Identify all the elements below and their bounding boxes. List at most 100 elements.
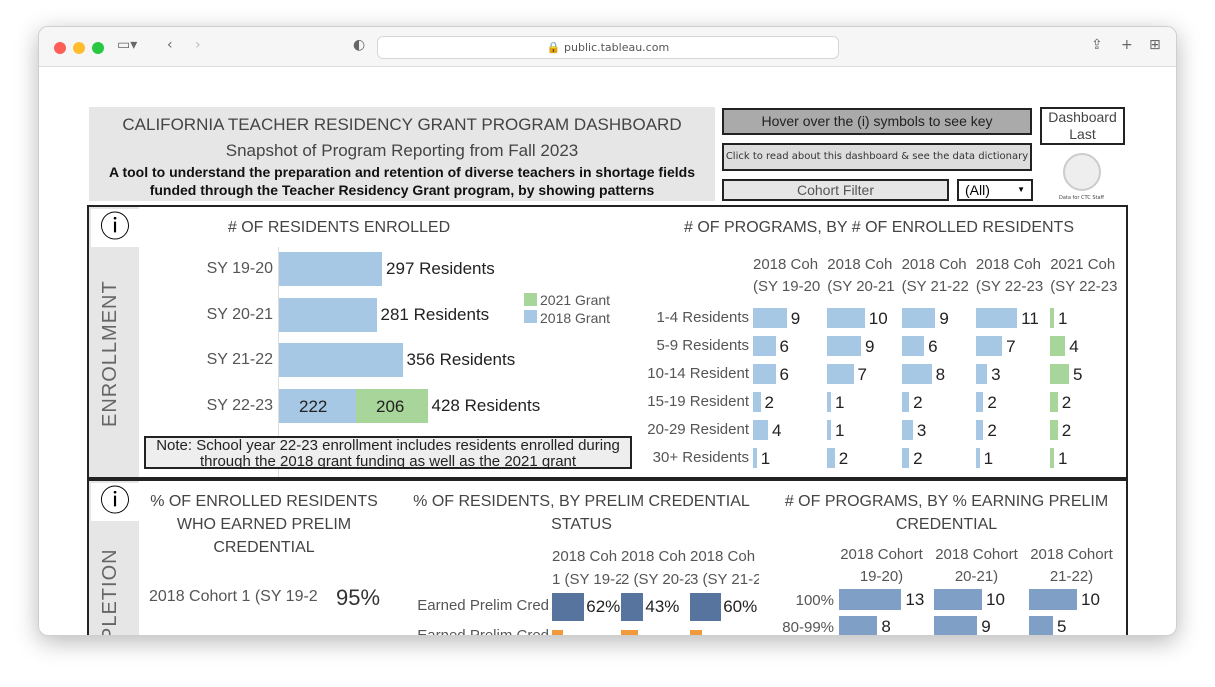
bar-value: 10 bbox=[986, 590, 1005, 609]
program-bar bbox=[1029, 616, 1053, 635]
program-bar bbox=[827, 392, 832, 412]
program-bar bbox=[975, 420, 984, 440]
lock-icon: 🔒 bbox=[546, 41, 565, 54]
program-bar bbox=[827, 448, 835, 468]
bar-2018-grant bbox=[279, 388, 357, 423]
zoom-window-button[interactable] bbox=[92, 42, 104, 54]
seal-caption: Data for CTC Staff bbox=[1059, 195, 1104, 201]
category-label: SY 22-23 bbox=[206, 396, 273, 414]
program-bar bbox=[1050, 308, 1054, 328]
header-panel: CALIFORNIA TEACHER RESIDENCY GRANT PROGR… bbox=[89, 107, 715, 201]
bar-value: 2 bbox=[1061, 421, 1072, 440]
minimize-window-button[interactable] bbox=[73, 42, 85, 54]
row-label: Earned Prelim Cred bbox=[417, 627, 549, 636]
column-header: (SY 22-23 bbox=[975, 278, 1044, 295]
bar-value: 2 bbox=[913, 449, 923, 468]
program-bar bbox=[753, 336, 776, 356]
tab-overview-icon[interactable]: ⊞ bbox=[1149, 37, 1161, 53]
dashboard-last-updated: Dashboard Last bbox=[1040, 107, 1125, 145]
legend-swatch-2021 bbox=[524, 293, 537, 306]
program-bar bbox=[901, 420, 913, 440]
column-header: 2018 Coh bbox=[901, 256, 967, 273]
close-window-button[interactable] bbox=[54, 42, 66, 54]
completion-section bbox=[87, 479, 1128, 635]
category-label: SY 19-20 bbox=[206, 260, 273, 277]
program-bar bbox=[753, 308, 787, 328]
column-header: 2018 Coh bbox=[827, 256, 893, 273]
program-bar bbox=[975, 364, 988, 384]
forward-icon[interactable]: › bbox=[195, 37, 201, 53]
cohort-label: 2018 Cohort 1 (SY 19-2 bbox=[149, 588, 318, 605]
share-icon[interactable]: ⇪ bbox=[1091, 37, 1103, 53]
dropdown-arrow-icon: ▼ bbox=[1017, 185, 1025, 194]
chart-title: # OF PROGRAMS, BY % EARNING PRELIM CREDE… bbox=[784, 493, 1109, 533]
column-header: 2018 Coh bbox=[690, 548, 756, 565]
legend-2018-grant: 2018 Grant bbox=[540, 310, 611, 324]
program-bar bbox=[901, 392, 910, 412]
not-earned-bar bbox=[690, 630, 702, 635]
column-header: 21-22) bbox=[1049, 568, 1094, 585]
completion-info-icon[interactable]: ⓘ bbox=[91, 483, 139, 521]
chart-title: % OF RESIDENTS, BY PRELIM CREDENTIAL STA… bbox=[413, 493, 750, 533]
column-header: 2018 Cohort bbox=[935, 546, 1018, 563]
program-bar bbox=[753, 392, 761, 412]
new-tab-icon[interactable]: + bbox=[1121, 37, 1133, 53]
bar-value: 7 bbox=[857, 365, 868, 384]
about-dashboard-button[interactable]: Click to read about this dashboard & see… bbox=[722, 143, 1032, 171]
column-header: 2018 Coh bbox=[975, 256, 1041, 273]
dashboard: CALIFORNIA TEACHER RESIDENCY GRANT PROGR… bbox=[39, 67, 1176, 636]
bar-value: 9 bbox=[981, 617, 991, 636]
chart-note: Note: School year 22-23 enrollment inclu… bbox=[144, 436, 632, 469]
bar-value: 2 bbox=[838, 449, 849, 468]
total-label: 297 Residents bbox=[386, 259, 495, 278]
row-label: 15-19 Resident bbox=[647, 393, 749, 410]
chart-title: # OF RESIDENTS ENROLLED bbox=[227, 219, 451, 236]
bar-value: 6 bbox=[928, 337, 938, 356]
bar-value: 7 bbox=[1006, 337, 1016, 356]
axis-line bbox=[278, 247, 279, 477]
column-header: 2018 Cohort bbox=[1030, 546, 1113, 563]
program-bar bbox=[1029, 589, 1077, 610]
row-label: 80-99% bbox=[782, 619, 834, 636]
earned-bar bbox=[621, 593, 644, 621]
sidebar-icon[interactable]: ▭▾ bbox=[117, 37, 138, 53]
program-bar bbox=[827, 308, 865, 328]
program-bar bbox=[1050, 420, 1058, 440]
row-label: 20-29 Resident bbox=[647, 421, 749, 438]
bar-value: 11 bbox=[1021, 309, 1039, 328]
program-bar bbox=[753, 420, 768, 440]
hover-key-button[interactable]: Hover over the (i) symbols to see key bbox=[722, 108, 1032, 135]
row-label: 30+ Residents bbox=[652, 449, 749, 466]
bar-value: 10 bbox=[868, 309, 888, 328]
chart-title: % OF ENROLLED RESIDENTS WHO EARNED PRELI… bbox=[150, 493, 378, 556]
program-bar bbox=[753, 364, 776, 384]
program-bar bbox=[839, 589, 902, 610]
shield-icon[interactable]: ◐ bbox=[353, 37, 366, 53]
column-header: (SY 19-20 bbox=[753, 278, 821, 295]
bar-value: 9 bbox=[865, 337, 875, 356]
cohort-filter-dropdown[interactable]: (All) ▼ bbox=[957, 179, 1033, 201]
column-header: (SY 20-21 bbox=[827, 278, 895, 295]
back-icon[interactable]: ‹ bbox=[167, 37, 173, 53]
browser-window: ▭▾ ‹ › ◐ 🔒 public.tableau.com ⇪ + ⊞ CALI… bbox=[38, 26, 1177, 636]
program-bar bbox=[901, 364, 932, 384]
bar-2018-grant bbox=[279, 297, 377, 332]
column-header: 3 (SY 21-2 bbox=[690, 571, 759, 588]
prelim-percent: 95% bbox=[336, 585, 381, 610]
program-bar bbox=[934, 589, 982, 610]
row-label: 10-14 Resident bbox=[647, 365, 749, 382]
row-label: 1-4 Residents bbox=[656, 309, 749, 326]
enrollment-info-icon[interactable]: ⓘ bbox=[91, 209, 139, 247]
column-header: 2 (SY 20-2 bbox=[621, 571, 690, 588]
bar-2018-grant bbox=[279, 343, 403, 377]
program-bar bbox=[975, 336, 1003, 356]
percent-label: 60% bbox=[723, 597, 758, 616]
total-label: 356 Residents bbox=[406, 350, 516, 369]
bar-value: 1 bbox=[1057, 449, 1068, 468]
segment-label: 206 bbox=[376, 396, 405, 416]
program-bar bbox=[827, 364, 854, 384]
program-bar bbox=[901, 448, 910, 468]
percent-label: 62% bbox=[586, 597, 621, 616]
enrollment-section-label: ENROLLMENT bbox=[99, 280, 121, 427]
address-bar[interactable]: 🔒 public.tableau.com bbox=[377, 36, 839, 59]
